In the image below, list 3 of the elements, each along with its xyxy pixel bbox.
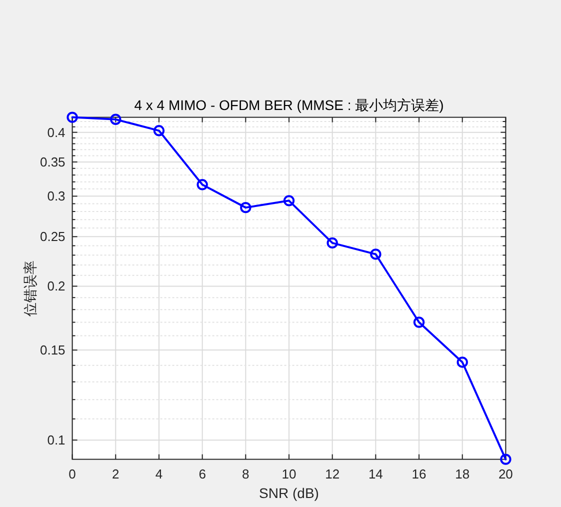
ylabel: 位错误率 <box>22 260 38 316</box>
xlabel: SNR (dB) <box>259 485 319 501</box>
title: 4 x 4 MIMO - OFDM BER (MMSE : 最小均方误差) <box>134 97 444 113</box>
